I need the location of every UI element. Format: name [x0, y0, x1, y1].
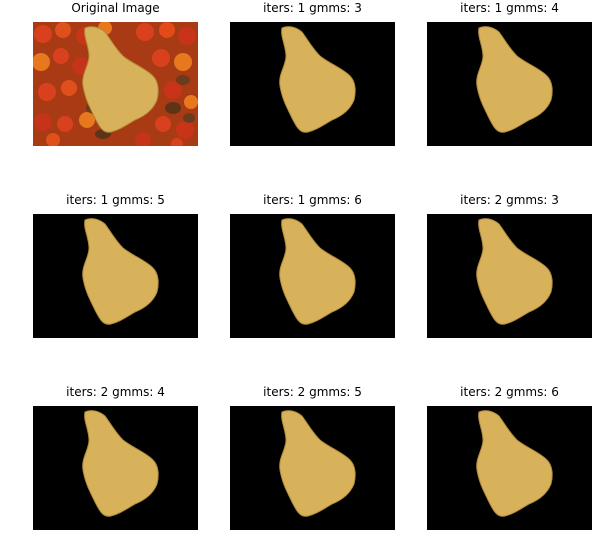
- original-image: [33, 22, 198, 146]
- segmentation-result: [33, 214, 198, 338]
- sponge-object: [476, 218, 553, 325]
- segmentation-result: [427, 214, 592, 338]
- sponge-object: [82, 26, 159, 133]
- segmentation-result: [230, 406, 395, 530]
- panel-title: iters: 2 gmms: 6: [460, 385, 559, 399]
- sponge-object: [279, 26, 356, 133]
- panel-title: iters: 2 gmms: 3: [460, 193, 559, 207]
- sponge-object: [279, 410, 356, 517]
- segmentation-result: [230, 214, 395, 338]
- panel-title: iters: 1 gmms: 5: [66, 193, 165, 207]
- panel-title: iters: 2 gmms: 4: [66, 385, 165, 399]
- sponge-object: [82, 218, 159, 325]
- segmentation-result: [427, 22, 592, 146]
- sponge-object: [82, 410, 159, 517]
- segmentation-result: [427, 406, 592, 530]
- panel-title: Original Image: [71, 1, 160, 15]
- fruit-cluster: [33, 22, 198, 146]
- panel-title: iters: 2 gmms: 5: [263, 385, 362, 399]
- panel-title: iters: 1 gmms: 4: [460, 1, 559, 15]
- sponge-object: [279, 218, 356, 325]
- sponge-object: [476, 26, 553, 133]
- segmentation-result: [230, 22, 395, 146]
- segmentation-result: [33, 406, 198, 530]
- sponge-object: [476, 410, 553, 517]
- panel-title: iters: 1 gmms: 3: [263, 1, 362, 15]
- panel-title: iters: 1 gmms: 6: [263, 193, 362, 207]
